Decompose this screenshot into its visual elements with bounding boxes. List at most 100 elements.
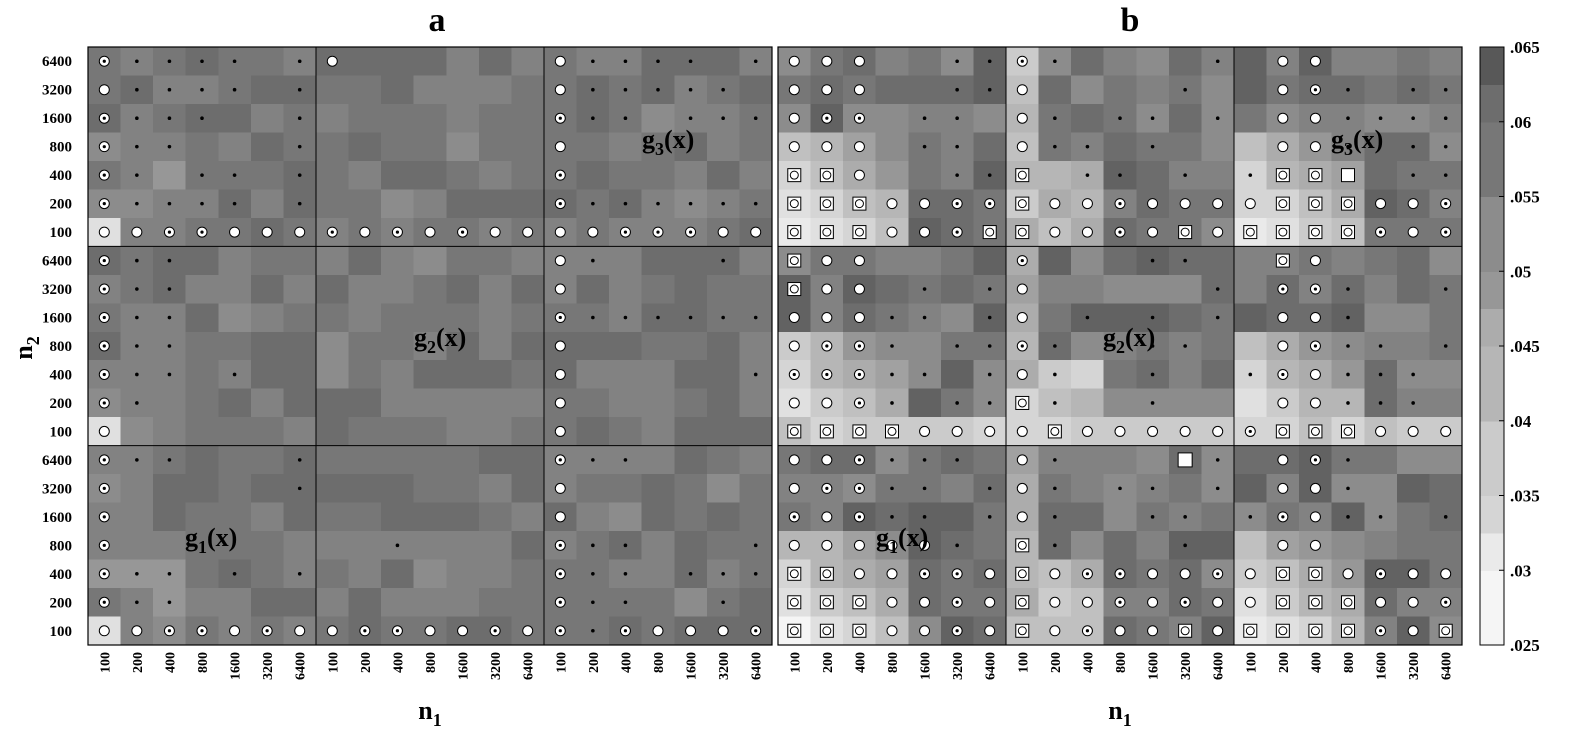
marker-dotcircle-center: [792, 515, 796, 519]
marker-dot: [955, 59, 959, 64]
heatmap-cell: [153, 417, 187, 447]
marker-dot: [1378, 515, 1383, 519]
x-tick-label: 800: [652, 652, 667, 673]
marker-dot: [1183, 344, 1187, 348]
marker-dotcircle-center: [330, 230, 334, 234]
marker-dot: [1085, 144, 1090, 149]
heatmap-cell: [446, 588, 480, 618]
heatmap-cell: [185, 388, 219, 418]
marker-squarecircle-ring: [854, 199, 864, 209]
heatmap-cell: [1234, 388, 1268, 418]
marker-dot: [591, 201, 595, 206]
marker-dot: [297, 486, 302, 491]
marker-dot: [232, 87, 237, 92]
marker-squarecircle-ring: [1310, 626, 1320, 636]
marker-squarecircle-ring: [789, 256, 799, 266]
marker-dot: [200, 201, 204, 206]
marker-circle: [1407, 425, 1419, 437]
heatmap-cell: [576, 474, 610, 504]
heatmap-cell: [674, 474, 708, 504]
marker-dotcircle-center: [102, 315, 106, 320]
y-axis-label-main: n: [9, 345, 38, 360]
x-tick-label: 800: [1342, 652, 1357, 673]
heatmap-cell: [478, 360, 513, 390]
heatmap-cell: [1071, 360, 1105, 390]
marker-dot: [922, 287, 927, 291]
marker-squarecircle-ring: [1343, 597, 1353, 607]
heatmap-cell: [1364, 160, 1398, 190]
marker-circle: [554, 425, 566, 437]
marker-circle: [1016, 283, 1028, 295]
heatmap-cell: [153, 531, 187, 561]
marker-squarecircle-ring: [789, 626, 799, 636]
heatmap-cell: [413, 502, 447, 532]
heatmap-cell: [1168, 47, 1203, 77]
marker-circle: [788, 397, 800, 409]
marker-squarecircle-ring: [1245, 626, 1255, 636]
heatmap-cell: [478, 559, 513, 589]
heatmap-cell: [250, 360, 285, 390]
heatmap-cell: [940, 360, 975, 390]
marker-dot: [232, 372, 237, 377]
heatmap-cell: [381, 388, 415, 418]
marker-circle: [326, 625, 338, 637]
marker-circle: [1309, 112, 1321, 124]
heatmap-cell: [609, 360, 643, 390]
marker-dot: [1183, 87, 1187, 92]
heatmap-cell: [348, 160, 382, 190]
colorbar-swatch: [1480, 458, 1504, 497]
marker-dot: [1215, 287, 1220, 291]
heatmap-cell: [185, 274, 219, 304]
heatmap-cell: [1429, 47, 1463, 77]
marker-dotcircle-center: [1020, 344, 1024, 348]
marker-dotcircle-center: [857, 515, 862, 519]
heatmap-cell: [875, 132, 909, 162]
function-label: g2(x): [414, 323, 466, 357]
marker-circle: [652, 625, 664, 637]
heatmap-cell: [1071, 103, 1105, 134]
heatmap-cell: [1136, 47, 1170, 77]
heatmap-cell: [511, 559, 545, 589]
heatmap-cell: [381, 588, 415, 618]
function-label-tail: (x): [1353, 125, 1383, 154]
heatmap-cell: [1201, 160, 1235, 190]
panel-a-label: a: [429, 2, 446, 39]
marker-circle: [1179, 425, 1191, 437]
marker-dot: [1053, 543, 1057, 548]
marker-dot: [1411, 173, 1415, 177]
x-tick-label: 800: [1114, 652, 1129, 673]
heatmap-cell: [1396, 274, 1431, 304]
marker-dotcircle-center: [460, 230, 465, 234]
marker-circle: [1244, 198, 1256, 210]
marker-dotcircle-center: [395, 629, 400, 633]
heatmap-cell: [1234, 47, 1268, 77]
heatmap-cell: [478, 588, 513, 618]
marker-dot: [1346, 87, 1350, 92]
x-tick-label: 100: [1016, 652, 1031, 673]
heatmap-cell: [1234, 246, 1268, 276]
heatmap-cell: [940, 474, 975, 504]
heatmap-cell: [1168, 132, 1203, 162]
marker-dotcircle-center: [857, 486, 862, 490]
heatmap-cell: [446, 132, 480, 162]
heatmap-cell: [1038, 246, 1072, 276]
marker-circle: [587, 226, 599, 238]
marker-dot: [1443, 87, 1448, 92]
marker-circle: [1016, 454, 1028, 466]
x-tick-label: 3200: [951, 652, 966, 680]
heatmap-cell: [478, 331, 513, 361]
marker-dotcircle-center: [1118, 230, 1122, 234]
marker-dot: [135, 116, 139, 120]
heatmap-cell: [153, 502, 187, 532]
marker-circle: [821, 454, 833, 466]
heatmap-cell: [739, 160, 773, 190]
marker-circle: [1212, 226, 1224, 238]
colorbar-tick-label: .03: [1510, 561, 1531, 580]
marker-dotcircle-center: [1444, 202, 1448, 206]
function-label-tail: (x): [1125, 323, 1155, 352]
marker-circle: [1277, 482, 1289, 494]
heatmap-cell: [478, 103, 513, 134]
marker-dot: [135, 258, 139, 263]
marker-dot: [1118, 116, 1122, 120]
marker-dot: [1150, 344, 1155, 348]
